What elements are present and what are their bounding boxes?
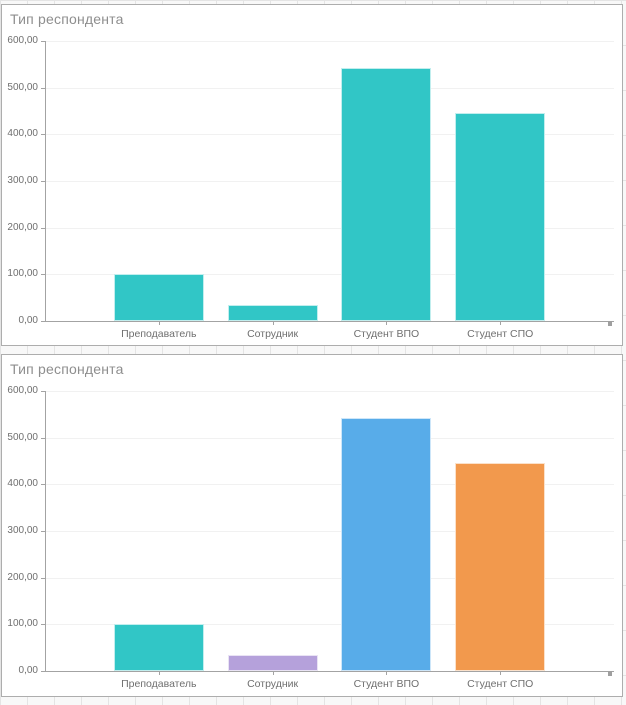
x-category-label: Преподаватель <box>121 328 197 340</box>
plot-area: 600,00 500,00 400,00 300,00 200,00 100,00 0,00… <box>2 355 622 696</box>
y-tick-label: 300,00 <box>7 175 38 186</box>
y-tick-label: 600,00 <box>7 385 38 396</box>
x-axis-end-cap <box>608 321 612 326</box>
x-category-label: Студент СПО <box>467 328 534 340</box>
y-axis-tick <box>41 227 45 229</box>
y-axis-line <box>45 391 46 672</box>
x-axis-tick <box>272 321 274 325</box>
plot-area: 600,00 500,00 400,00 300,00 200,00 100,00 0,00… <box>2 5 622 345</box>
x-axis-line <box>45 321 614 322</box>
y-axis-tick <box>41 577 45 579</box>
gridline <box>45 227 614 229</box>
bar[interactable] <box>227 304 318 321</box>
y-axis-tick <box>41 87 45 89</box>
y-axis-tick <box>41 181 45 182</box>
x-category-label: Студент ВПО <box>353 678 420 690</box>
y-tick-label: 100,00 <box>7 268 38 280</box>
y-tick-label: 200,00 <box>7 571 38 583</box>
x-axis-end-cap <box>608 671 612 676</box>
y-axis-tick <box>41 531 45 532</box>
chart-title: Тип респондента <box>10 361 124 377</box>
x-axis-tick <box>158 321 160 325</box>
bar[interactable] <box>113 274 204 321</box>
chart-panel-top: Тип респондента 600,00 500,00 400,00 300,00… <box>1 4 623 346</box>
y-axis-tick <box>41 484 45 486</box>
bar[interactable] <box>227 654 318 671</box>
y-axis-tick <box>41 41 45 42</box>
y-axis-line <box>45 41 46 322</box>
y-tick-label: 0,00 <box>18 315 38 326</box>
x-axis-tick <box>500 321 502 325</box>
x-category-label: Студент ВПО <box>353 328 420 340</box>
gridline <box>45 41 614 42</box>
x-axis-tick <box>386 321 388 325</box>
chart-title: Тип респондента <box>10 11 124 27</box>
gridline <box>45 577 614 579</box>
gridline <box>45 484 614 486</box>
x-axis-tick <box>500 671 502 675</box>
gridline <box>45 624 614 626</box>
y-tick-label: 600,00 <box>7 35 38 46</box>
y-axis-tick <box>41 134 45 136</box>
bar[interactable] <box>455 462 546 671</box>
bar[interactable] <box>455 112 546 321</box>
y-tick-label: 300,00 <box>7 525 38 536</box>
y-axis-tick <box>41 624 45 626</box>
gridline <box>45 181 614 182</box>
y-axis-tick <box>41 391 45 392</box>
bar[interactable] <box>113 624 204 671</box>
y-axis-tick <box>41 671 45 672</box>
x-axis-tick <box>158 671 160 675</box>
y-tick-label: 400,00 <box>7 478 38 490</box>
x-category-label: Сотрудник <box>247 678 299 690</box>
gridline <box>45 87 614 89</box>
gridline <box>45 134 614 136</box>
y-axis-tick <box>41 321 45 322</box>
x-axis-tick <box>272 671 274 675</box>
gridline <box>45 274 614 276</box>
y-tick-label: 100,00 <box>7 618 38 630</box>
y-axis-tick <box>41 274 45 276</box>
y-tick-label: 500,00 <box>7 431 38 443</box>
x-category-label: Студент СПО <box>467 678 534 690</box>
gridline <box>45 391 614 392</box>
x-axis-tick <box>386 671 388 675</box>
gridline <box>45 437 614 439</box>
x-axis-line <box>45 671 614 672</box>
x-category-label: Преподаватель <box>121 678 197 690</box>
x-category-label: Сотрудник <box>247 328 299 340</box>
chart-panel-bottom: Тип респондента 600,00 500,00 400,00 300,00… <box>1 354 623 697</box>
y-tick-label: 400,00 <box>7 128 38 140</box>
gridline <box>45 531 614 532</box>
y-tick-label: 0,00 <box>18 665 38 676</box>
y-tick-label: 200,00 <box>7 221 38 233</box>
y-axis-tick <box>41 437 45 439</box>
bar[interactable] <box>341 67 432 321</box>
bar[interactable] <box>341 417 432 671</box>
y-tick-label: 500,00 <box>7 81 38 93</box>
